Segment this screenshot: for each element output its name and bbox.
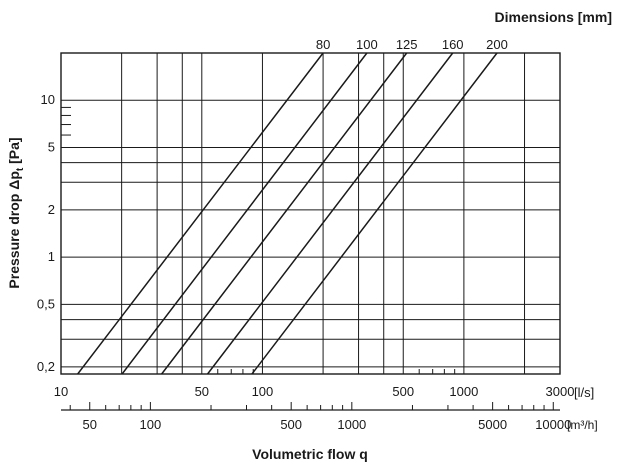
series-label-160: 160	[442, 37, 464, 52]
y-axis-title-main: Pressure drop Δp	[6, 171, 22, 288]
x-tick-label: 10	[54, 384, 68, 399]
secondary-axis-ticks	[69, 402, 554, 410]
chart-title: Dimensions [mm]	[495, 9, 612, 25]
secondary-axis-tick-labels: 50 100 500 1000 5000 10000	[83, 417, 572, 432]
y-gridlines	[61, 99, 560, 368]
y-minor-ticks	[61, 106, 71, 136]
y-tick-label: 2	[48, 202, 55, 217]
x-tick-labels: 10 50 100 500 1000 3000	[54, 384, 575, 399]
x2-tick-label: 100	[140, 417, 162, 432]
x2-unit-label: [m³/h]	[567, 418, 598, 432]
x-tick-label: 3000	[546, 384, 575, 399]
y-tick-label: 0,2	[37, 359, 55, 374]
x2-tick-label: 50	[83, 417, 97, 432]
x-tick-label: 1000	[449, 384, 478, 399]
plot-frame	[60, 52, 561, 375]
x-gridlines	[60, 53, 561, 374]
x-axis-title: Volumetric flow q	[252, 446, 368, 462]
series-lines	[77, 52, 498, 375]
x2-tick-label: 10000	[535, 417, 571, 432]
y-tick-label: 10	[41, 92, 55, 107]
series-labels: 80 100 125 160 200	[316, 37, 508, 52]
series-label-80: 80	[316, 37, 330, 52]
series-label-125: 125	[396, 37, 418, 52]
series-line-160	[206, 52, 454, 375]
x2-tick-label: 500	[280, 417, 302, 432]
x-tick-label: 500	[392, 384, 414, 399]
series-label-200: 200	[486, 37, 508, 52]
series-line-80	[77, 52, 324, 375]
series-label-100: 100	[356, 37, 378, 52]
y-axis-title-unit: [Pa]	[6, 137, 22, 167]
x-tick-label: 50	[195, 384, 209, 399]
x2-tick-label: 1000	[337, 417, 366, 432]
y-axis-title-subscript: t	[15, 167, 26, 171]
x-tick-label: 100	[252, 384, 274, 399]
y-tick-label: 1	[48, 249, 55, 264]
y-axis-title: Pressure drop Δpt [Pa]	[6, 137, 26, 288]
series-line-125	[161, 52, 408, 375]
x2-tick-label: 5000	[478, 417, 507, 432]
x-bottom-minor-ticks	[217, 369, 456, 374]
x-unit-label: [l/s]	[574, 385, 594, 400]
series-line-100	[121, 52, 368, 375]
y-tick-label: 0,5	[37, 296, 55, 311]
series-line-200	[251, 52, 498, 375]
y-tick-label: 5	[48, 139, 55, 154]
y-tick-labels: 0,2 0,5 1 2 5 10	[37, 92, 55, 374]
